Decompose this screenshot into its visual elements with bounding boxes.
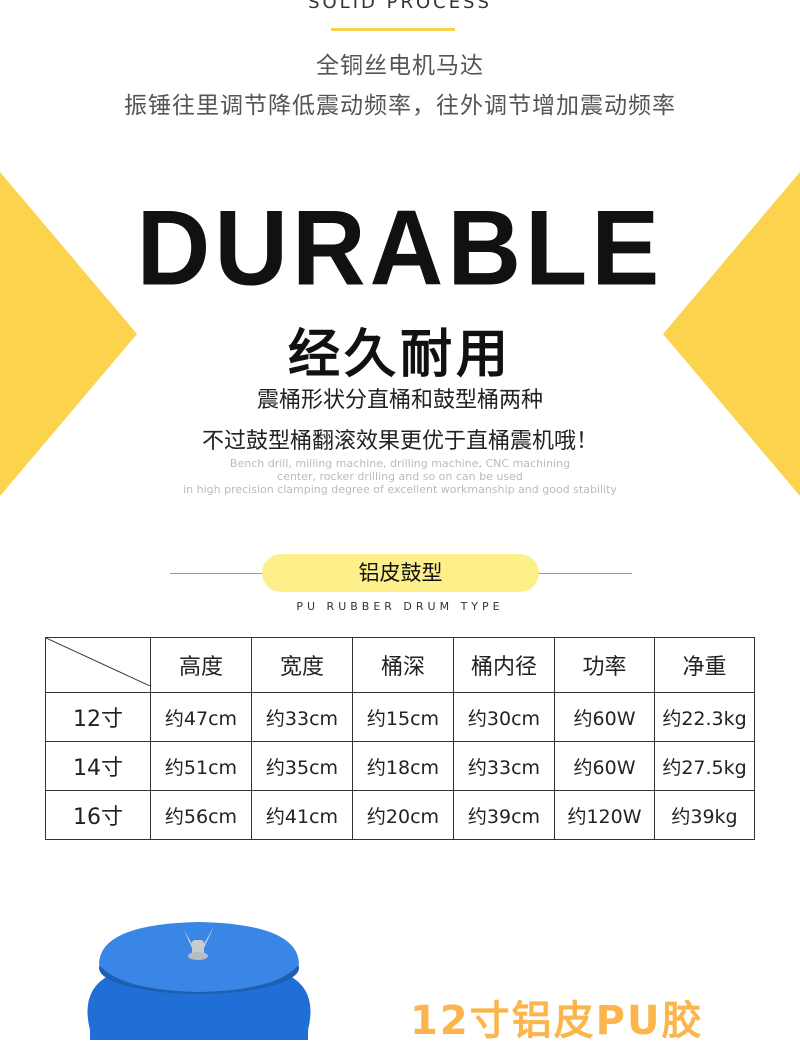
hero-title-en: DURABLE <box>136 188 664 308</box>
cell: 约39cm <box>453 790 555 840</box>
vibration-description: 振锤往里调节降低震动频率，往外调节增加震动频率 <box>124 93 676 119</box>
spec-table: 高度 宽度 桶深 桶内径 功率 净重 12寸 约47cm 约33cm 约15cm… <box>45 637 755 840</box>
cell: 约18cm <box>352 741 454 791</box>
table-row: 12寸 约47cm 约33cm 约15cm 约30cm 约60W 约22.3kg <box>45 692 755 742</box>
header-depth: 桶深 <box>352 637 454 693</box>
cell: 约27.5kg <box>654 741 755 791</box>
cell: 约33cm <box>251 692 353 742</box>
cell: 约20cm <box>352 790 454 840</box>
hero-en-line: Bench drill, milling machine, drilling m… <box>229 457 571 470</box>
cell: 约56cm <box>150 790 252 840</box>
accent-divider <box>331 28 455 31</box>
hero-desc-2: 不过鼓型桶翻滚效果更优于直桶震机哦！ <box>201 429 598 454</box>
table-row: 16寸 约56cm 约41cm 约20cm 约39cm 约120W 约39kg <box>45 790 755 840</box>
header-weight: 净重 <box>654 637 755 693</box>
cell: 约39kg <box>654 790 755 840</box>
cell: 约15cm <box>352 692 454 742</box>
section-english-title: SOLID PROCESS <box>308 0 492 13</box>
corner-cell <box>45 637 151 693</box>
diagonal-line <box>45 637 151 687</box>
cell: 约60W <box>554 741 655 791</box>
table-row: 14寸 约51cm 约35cm 约18cm 约33cm 约60W 约27.5kg <box>45 741 755 791</box>
header-height: 高度 <box>150 637 252 693</box>
hero-title-cn: 经久耐用 <box>287 325 512 385</box>
header-inner-diameter: 桶内径 <box>453 637 555 693</box>
cell: 约41cm <box>251 790 353 840</box>
motor-description: 全铜丝电机马达 <box>316 53 484 79</box>
row-size: 12寸 <box>45 692 151 742</box>
header-width: 宽度 <box>251 637 353 693</box>
left-triangle-decoration <box>0 172 137 496</box>
cell: 约22.3kg <box>654 692 755 742</box>
hero-desc-1: 震桶形状分直桶和鼓型桶两种 <box>256 388 543 413</box>
product-title: 12寸铝皮PU胶 <box>410 998 704 1044</box>
row-size: 16寸 <box>45 790 151 840</box>
hero-en-line: center, rocker drilling and so on can be… <box>277 470 523 483</box>
cell: 约120W <box>554 790 655 840</box>
cell: 约47cm <box>150 692 252 742</box>
section-label-en: PU RUBBER DRUM TYPE <box>296 600 504 613</box>
header-power: 功率 <box>554 637 655 693</box>
hero-en-line: in high precision clamping degree of exc… <box>183 483 617 496</box>
table-header-row: 高度 宽度 桶深 桶内径 功率 净重 <box>45 637 755 693</box>
cell: 约51cm <box>150 741 252 791</box>
cell: 约60W <box>554 692 655 742</box>
cell: 约33cm <box>453 741 555 791</box>
right-triangle-decoration <box>663 172 800 496</box>
cell: 约35cm <box>251 741 353 791</box>
row-size: 14寸 <box>45 741 151 791</box>
blue-drum-image <box>87 922 311 1040</box>
section-label-pill: 铝皮鼓型 <box>262 554 539 592</box>
cell: 约30cm <box>453 692 555 742</box>
